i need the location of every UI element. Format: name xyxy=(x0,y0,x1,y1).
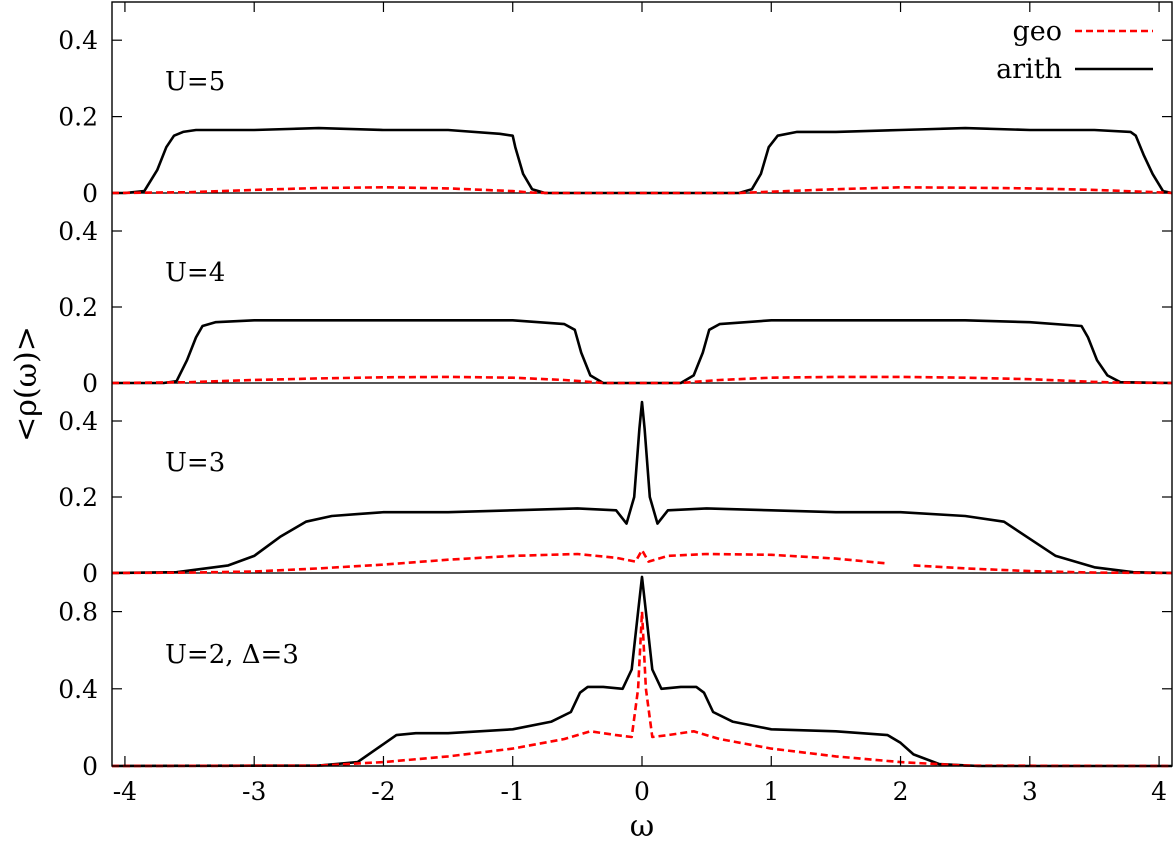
series-line-geo xyxy=(111,548,888,575)
x-tick-label: 0 xyxy=(634,777,650,806)
x-tick-label: -3 xyxy=(242,777,266,806)
x-tick-label: -4 xyxy=(113,777,137,806)
y-tick-label: 0 xyxy=(82,559,98,588)
panel-label: U=2, Δ=3 xyxy=(165,640,299,670)
panel-label: U=4 xyxy=(165,258,225,288)
series-line-geo xyxy=(111,375,1173,385)
y-tick-label: 0.2 xyxy=(58,293,98,322)
y-axis-title: <ρ(ω)> xyxy=(9,326,44,442)
x-axis-title: ω xyxy=(630,809,654,841)
y-tick-label: 0.2 xyxy=(58,483,98,512)
series-line-arith xyxy=(112,126,1173,195)
x-tick-label: 4 xyxy=(1151,777,1167,806)
y-tick-label: 0.2 xyxy=(58,103,98,132)
y-tick-label: 0 xyxy=(82,369,98,398)
x-tick-label: 1 xyxy=(763,777,779,806)
series-line-geo xyxy=(111,186,1173,195)
panel-label: U=5 xyxy=(165,67,225,97)
series-line-arith xyxy=(111,400,1173,575)
y-tick-label: 0.4 xyxy=(58,675,98,704)
x-tick-label: -1 xyxy=(501,777,525,806)
y-tick-label: 0 xyxy=(82,752,98,781)
series-line-geo xyxy=(111,610,1173,768)
y-tick-label: 0.8 xyxy=(58,598,98,627)
legend-label: arith xyxy=(996,54,1062,85)
x-tick-label: 3 xyxy=(1022,777,1038,806)
x-tick-label: -2 xyxy=(371,777,395,806)
y-tick-label: 0.4 xyxy=(58,26,98,55)
legend-label: geo xyxy=(1012,16,1062,47)
series-line-arith xyxy=(111,575,1172,768)
series-line-geo xyxy=(913,564,1173,575)
y-tick-label: 0.4 xyxy=(58,217,98,246)
x-tick-label: 2 xyxy=(893,777,909,806)
series-line-arith xyxy=(112,318,1173,385)
panel-label: U=3 xyxy=(165,448,225,478)
y-tick-label: 0 xyxy=(82,179,98,208)
y-tick-label: 0.4 xyxy=(58,407,98,436)
